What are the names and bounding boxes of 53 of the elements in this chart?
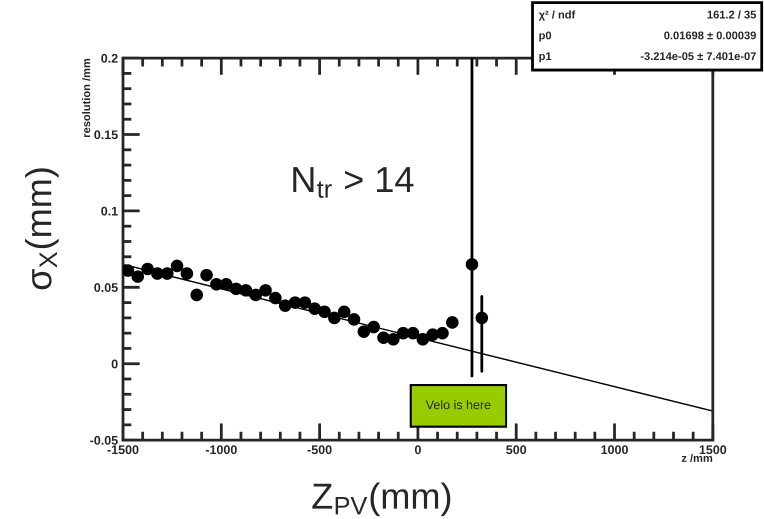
x-tick-label: 1500 (700, 445, 726, 454)
point (240, 284, 252, 297)
y-tick-label: 0.2 (101, 54, 118, 63)
text: Z$_{PV}$(mm) (312, 482, 450, 516)
point (318, 305, 331, 318)
y-tick-label: 0.1 (101, 206, 118, 216)
text: 0.01698 ± 0.00039 (664, 31, 756, 40)
annotation: N$_{tr}$ > 14 (293, 167, 414, 198)
y-tick-label: 0.15 (94, 130, 118, 140)
annotation: p1 (539, 52, 552, 62)
point (200, 268, 213, 282)
y-tick-label: -0.05 (90, 436, 118, 445)
text: 161.2 / 35 (708, 10, 756, 19)
point (269, 292, 282, 304)
point (426, 328, 439, 341)
point (278, 299, 292, 312)
text: σ$_{X}$(mm) (25, 168, 59, 290)
point (348, 313, 360, 326)
point (160, 267, 174, 280)
y-tick-label: 0.05 (94, 283, 118, 292)
point (141, 262, 154, 276)
point (131, 270, 144, 283)
point (170, 260, 184, 272)
point (298, 296, 312, 309)
point (123, 264, 134, 277)
point (406, 326, 420, 340)
text: p0 (539, 31, 552, 42)
point (249, 288, 262, 302)
point (328, 312, 341, 324)
point (436, 326, 449, 340)
x-tick-label: -500 (308, 445, 332, 454)
x-tick-label: -1500 (108, 445, 138, 454)
x-tick-label: 0 (414, 445, 421, 454)
text: χ² / ndf (538, 10, 576, 21)
point (367, 320, 380, 334)
point (259, 284, 272, 297)
point (338, 305, 350, 318)
x-tick-label: 1000 (601, 445, 628, 454)
y-tick-label: 0 (112, 360, 118, 368)
point (180, 267, 194, 280)
point (190, 288, 204, 302)
point (387, 332, 400, 346)
x-tick-label: 500 (506, 445, 526, 454)
y-axis-title: resolution /mm (82, 58, 90, 138)
point (308, 302, 321, 315)
point (446, 316, 459, 329)
point (358, 325, 370, 338)
annotation: -3.214e-05 ± 7.401e-07 (640, 52, 756, 60)
point (416, 332, 430, 346)
x-axis-title: z /mm (682, 454, 712, 462)
annotation: Velo is here (426, 400, 491, 410)
point (220, 278, 232, 291)
x-tick-label: -1000 (206, 445, 237, 454)
